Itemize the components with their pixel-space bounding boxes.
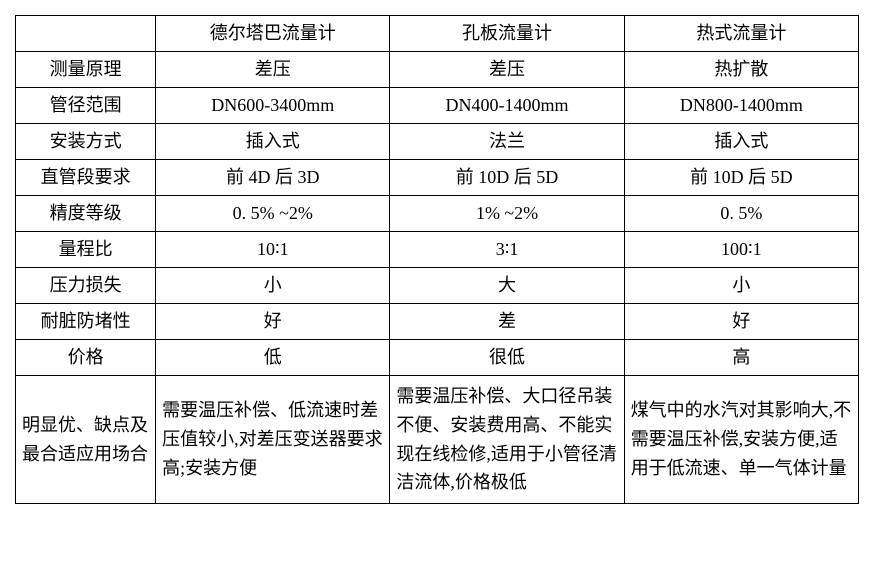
row-label: 明显优、缺点及最合适应用场合 [16,376,156,504]
cell: 高 [624,340,858,376]
header-row: 德尔塔巴流量计 孔板流量计 热式流量计 [16,16,859,52]
row-label: 精度等级 [16,196,156,232]
cell: 热扩散 [624,52,858,88]
flowmeter-comparison-table: 德尔塔巴流量计 孔板流量计 热式流量计 测量原理 差压 差压 热扩散 管径范围 … [15,15,859,504]
cell: DN600-3400mm [156,88,390,124]
row-label: 耐脏防堵性 [16,304,156,340]
table-row: 管径范围 DN600-3400mm DN400-1400mm DN800-140… [16,88,859,124]
cell: DN400-1400mm [390,88,624,124]
cell: 法兰 [390,124,624,160]
row-label: 量程比 [16,232,156,268]
table-row: 测量原理 差压 差压 热扩散 [16,52,859,88]
table-row: 压力损失 小 大 小 [16,268,859,304]
header-col-3: 热式流量计 [624,16,858,52]
table-row-details: 明显优、缺点及最合适应用场合 需要温压补偿、低流速时差压值较小,对差压变送器要求… [16,376,859,504]
cell: 差压 [156,52,390,88]
table-row: 安装方式 插入式 法兰 插入式 [16,124,859,160]
table-row: 直管段要求 前 4D 后 3D 前 10D 后 5D 前 10D 后 5D [16,160,859,196]
table-row: 精度等级 0. 5% ~2% 1% ~2% 0. 5% [16,196,859,232]
row-label: 管径范围 [16,88,156,124]
cell: 插入式 [156,124,390,160]
row-label: 直管段要求 [16,160,156,196]
cell: 低 [156,340,390,376]
cell: 3∶1 [390,232,624,268]
cell: 10∶1 [156,232,390,268]
cell: 大 [390,268,624,304]
row-label: 价格 [16,340,156,376]
header-col-1: 德尔塔巴流量计 [156,16,390,52]
header-col-2: 孔板流量计 [390,16,624,52]
cell: 小 [624,268,858,304]
cell: 小 [156,268,390,304]
row-label: 压力损失 [16,268,156,304]
cell: 前 10D 后 5D [390,160,624,196]
cell: 1% ~2% [390,196,624,232]
cell: 0. 5% [624,196,858,232]
cell: 好 [156,304,390,340]
cell: 前 10D 后 5D [624,160,858,196]
row-label: 测量原理 [16,52,156,88]
table-row: 价格 低 很低 高 [16,340,859,376]
cell: 好 [624,304,858,340]
table-row: 耐脏防堵性 好 差 好 [16,304,859,340]
cell: 0. 5% ~2% [156,196,390,232]
cell: 差压 [390,52,624,88]
cell: 插入式 [624,124,858,160]
cell: 需要温压补偿、大口径吊装不便、安装费用高、不能实现在线检修,适用于小管径清洁流体… [390,376,624,504]
row-label: 安装方式 [16,124,156,160]
cell: 煤气中的水汽对其影响大,不需要温压补偿,安装方便,适用于低流速、单一气体计量 [624,376,858,504]
cell: DN800-1400mm [624,88,858,124]
cell: 100∶1 [624,232,858,268]
header-empty [16,16,156,52]
table-row: 量程比 10∶1 3∶1 100∶1 [16,232,859,268]
cell: 需要温压补偿、低流速时差压值较小,对差压变送器要求高;安装方便 [156,376,390,504]
cell: 差 [390,304,624,340]
cell: 很低 [390,340,624,376]
cell: 前 4D 后 3D [156,160,390,196]
